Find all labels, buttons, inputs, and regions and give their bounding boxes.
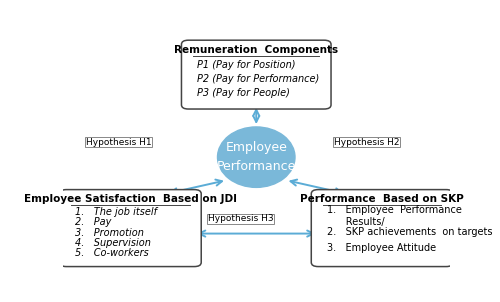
Text: Employee
Performance: Employee Performance: [216, 141, 296, 173]
Text: Hypothesis H3: Hypothesis H3: [208, 214, 274, 223]
FancyArrowPatch shape: [290, 180, 342, 194]
FancyArrowPatch shape: [199, 230, 314, 237]
Text: 2.   Pay: 2. Pay: [75, 217, 112, 227]
FancyBboxPatch shape: [60, 190, 201, 267]
FancyArrowPatch shape: [253, 110, 260, 122]
Text: P1 (Pay for Position): P1 (Pay for Position): [197, 60, 296, 70]
Text: 2.   SKP achievements  on targets: 2. SKP achievements on targets: [327, 227, 492, 237]
Text: Performance  Based on SKP: Performance Based on SKP: [300, 194, 464, 204]
Text: P2 (Pay for Performance): P2 (Pay for Performance): [197, 74, 319, 84]
Text: Employee Satisfaction  Based on JDI: Employee Satisfaction Based on JDI: [24, 194, 237, 204]
Text: Hypothesis H2: Hypothesis H2: [334, 137, 400, 146]
Text: Remuneration  Components: Remuneration Components: [174, 45, 338, 55]
Text: 3.   Employee Attitude: 3. Employee Attitude: [327, 243, 436, 253]
Ellipse shape: [218, 127, 295, 187]
FancyBboxPatch shape: [312, 190, 453, 267]
Text: Hypothesis H1: Hypothesis H1: [86, 137, 152, 146]
Text: P3 (Pay for People): P3 (Pay for People): [197, 88, 290, 98]
Text: 3.   Promotion: 3. Promotion: [75, 228, 144, 238]
Text: 1.   Employee  Performance
      Results/: 1. Employee Performance Results/: [327, 205, 462, 227]
FancyBboxPatch shape: [182, 40, 331, 109]
FancyArrowPatch shape: [171, 180, 222, 194]
Text: 4.   Supervision: 4. Supervision: [75, 238, 151, 248]
Text: 5.   Co-workers: 5. Co-workers: [75, 248, 148, 258]
Text: 1.   The job itself: 1. The job itself: [75, 207, 157, 217]
